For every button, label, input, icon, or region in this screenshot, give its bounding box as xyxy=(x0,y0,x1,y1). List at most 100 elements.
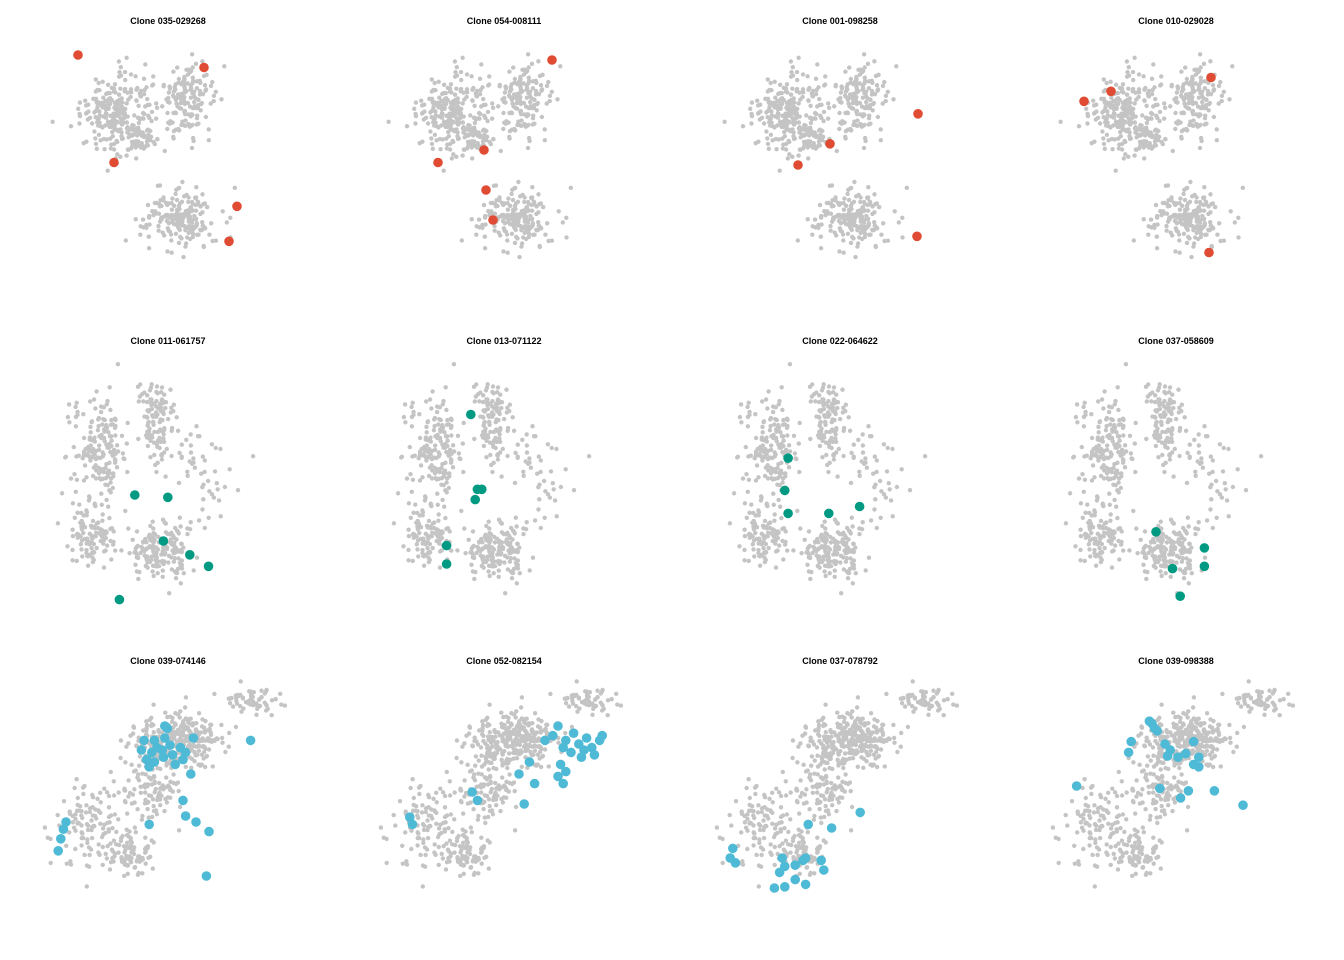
background-point xyxy=(1115,488,1120,493)
background-point xyxy=(480,414,486,420)
background-point xyxy=(118,65,124,70)
background-point xyxy=(1154,419,1159,425)
background-point xyxy=(544,83,550,89)
background-point xyxy=(528,99,533,105)
background-point xyxy=(817,443,823,449)
background-point xyxy=(147,222,152,227)
background-point xyxy=(116,59,122,64)
background-point xyxy=(175,566,181,572)
background-point xyxy=(1078,501,1084,506)
background-point xyxy=(174,197,180,203)
background-point xyxy=(77,121,82,126)
background-point xyxy=(447,89,453,94)
background-point xyxy=(478,87,483,93)
background-point xyxy=(764,129,769,134)
background-point xyxy=(794,86,800,92)
background-point xyxy=(1078,533,1084,539)
background-point xyxy=(1102,146,1107,151)
highlight-point xyxy=(913,109,923,119)
background-point xyxy=(1127,433,1133,438)
background-point xyxy=(778,430,783,435)
background-point xyxy=(472,115,478,121)
background-point xyxy=(857,473,862,478)
background-point xyxy=(820,523,825,529)
background-point xyxy=(883,93,889,99)
background-point xyxy=(98,124,104,129)
background-point xyxy=(163,400,169,405)
background-point xyxy=(536,59,541,64)
background-point xyxy=(1174,221,1180,226)
background-point xyxy=(77,111,82,117)
background-point xyxy=(549,89,554,95)
background-point xyxy=(821,109,827,115)
background-point xyxy=(510,570,515,576)
background-point xyxy=(1108,79,1113,85)
background-point xyxy=(796,153,801,158)
background-point xyxy=(502,120,507,125)
background-point xyxy=(860,432,865,437)
background-point xyxy=(1156,438,1161,443)
background-point xyxy=(789,70,794,75)
background-point xyxy=(795,238,800,243)
background-point xyxy=(1101,476,1107,481)
background-point xyxy=(117,129,123,134)
background-point xyxy=(95,120,100,125)
background-point xyxy=(144,222,149,228)
background-point xyxy=(757,563,763,568)
background-point xyxy=(487,526,492,531)
background-point xyxy=(1183,209,1188,214)
background-point xyxy=(185,100,191,106)
highlight-point xyxy=(1206,72,1216,83)
background-point xyxy=(1201,195,1207,200)
background-point xyxy=(138,550,143,556)
background-point xyxy=(449,451,454,456)
background-point xyxy=(472,120,478,126)
background-point xyxy=(162,552,167,557)
background-point xyxy=(482,246,488,251)
background-point xyxy=(492,406,497,411)
background-point xyxy=(430,545,435,551)
background-point xyxy=(93,476,99,481)
background-point xyxy=(1136,89,1142,95)
background-point xyxy=(175,65,180,70)
background-point xyxy=(1188,119,1193,124)
background-point xyxy=(1184,76,1190,82)
background-point xyxy=(444,480,449,485)
background-point xyxy=(1146,232,1151,237)
background-point xyxy=(536,507,541,512)
background-point xyxy=(1214,127,1219,132)
background-point xyxy=(114,138,119,144)
background-point xyxy=(191,568,196,573)
background-point xyxy=(65,414,71,420)
background-point xyxy=(72,515,78,520)
background-point xyxy=(855,244,860,249)
background-point xyxy=(811,145,816,150)
background-point xyxy=(791,433,797,438)
background-point xyxy=(124,101,129,106)
background-point xyxy=(508,203,513,208)
background-point xyxy=(545,442,551,447)
background-point xyxy=(1179,551,1184,556)
background-point xyxy=(108,449,113,455)
background-point xyxy=(862,75,867,80)
background-point xyxy=(144,142,150,147)
background-point xyxy=(1152,138,1158,144)
background-point xyxy=(106,430,111,435)
background-point xyxy=(501,126,506,132)
background-point xyxy=(65,544,70,549)
background-point xyxy=(177,105,182,111)
background-point xyxy=(178,581,183,586)
background-point xyxy=(149,109,155,115)
background-point xyxy=(872,59,877,64)
background-point xyxy=(482,113,487,118)
background-point xyxy=(180,94,185,99)
background-point xyxy=(1132,101,1137,106)
background-point xyxy=(867,434,873,439)
background-point xyxy=(429,136,434,141)
background-point xyxy=(1178,120,1183,125)
background-point xyxy=(760,430,765,435)
background-point xyxy=(731,491,737,496)
background-point xyxy=(209,221,214,226)
background-point xyxy=(200,454,205,459)
background-point xyxy=(772,476,778,481)
